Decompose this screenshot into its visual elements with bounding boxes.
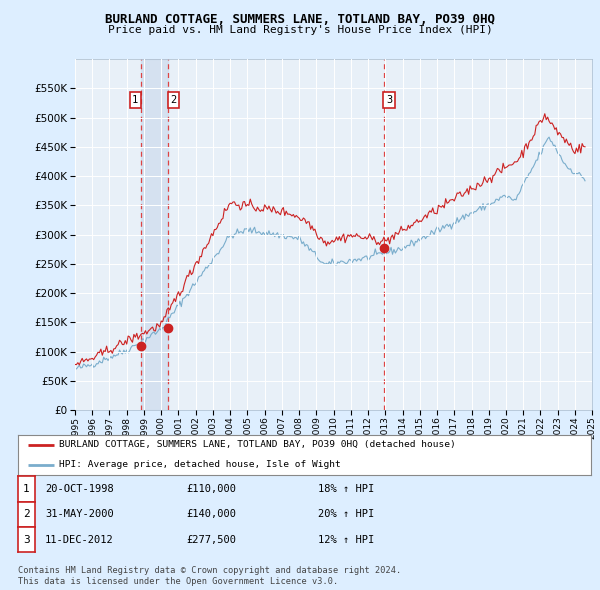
- Text: £110,000: £110,000: [186, 484, 236, 494]
- Text: Price paid vs. HM Land Registry's House Price Index (HPI): Price paid vs. HM Land Registry's House …: [107, 25, 493, 35]
- Text: HPI: Average price, detached house, Isle of Wight: HPI: Average price, detached house, Isle…: [59, 460, 341, 470]
- Text: £140,000: £140,000: [186, 509, 236, 519]
- Text: 3: 3: [386, 95, 392, 105]
- Text: 20-OCT-1998: 20-OCT-1998: [45, 484, 114, 494]
- Text: 18% ↑ HPI: 18% ↑ HPI: [318, 484, 374, 494]
- Text: 1: 1: [132, 95, 139, 105]
- Text: 12% ↑ HPI: 12% ↑ HPI: [318, 535, 374, 545]
- Text: 20% ↑ HPI: 20% ↑ HPI: [318, 509, 374, 519]
- Text: Contains HM Land Registry data © Crown copyright and database right 2024.: Contains HM Land Registry data © Crown c…: [18, 566, 401, 575]
- Bar: [140, 59, 169, 410]
- Text: BURLAND COTTAGE, SUMMERS LANE, TOTLAND BAY, PO39 0HQ (detached house): BURLAND COTTAGE, SUMMERS LANE, TOTLAND B…: [59, 440, 456, 450]
- Text: This data is licensed under the Open Government Licence v3.0.: This data is licensed under the Open Gov…: [18, 577, 338, 586]
- Text: 31-MAY-2000: 31-MAY-2000: [45, 509, 114, 519]
- Text: BURLAND COTTAGE, SUMMERS LANE, TOTLAND BAY, PO39 0HQ: BURLAND COTTAGE, SUMMERS LANE, TOTLAND B…: [105, 13, 495, 26]
- Text: 3: 3: [23, 535, 30, 545]
- Text: 11-DEC-2012: 11-DEC-2012: [45, 535, 114, 545]
- Text: 2: 2: [23, 509, 30, 519]
- Text: £277,500: £277,500: [186, 535, 236, 545]
- Text: 1: 1: [23, 484, 30, 494]
- Text: 2: 2: [170, 95, 177, 105]
